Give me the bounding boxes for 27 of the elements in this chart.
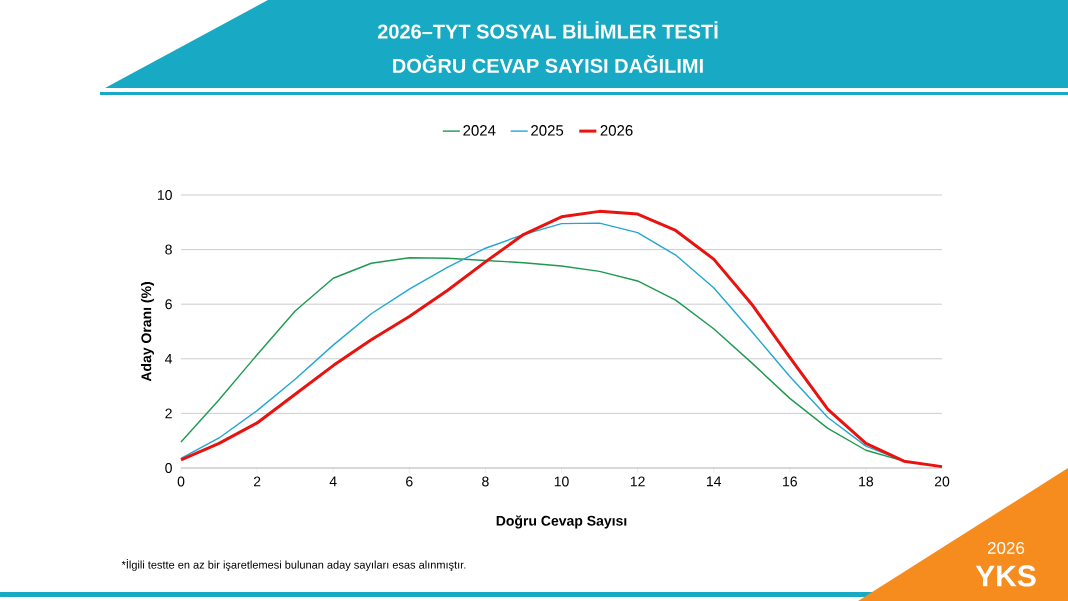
y-tick-label: 8 [165,244,172,255]
legend-label: 2025 [531,125,564,136]
y-axis-title: Aday Oranı (%) [140,282,155,382]
x-tick-label: 4 [329,476,337,487]
text: YKS [975,565,1036,587]
x-tick-label: 12 [630,476,645,487]
text: 2026 [987,541,1025,555]
x-tick-label: 2 [253,476,261,487]
legend-label: 2024 [463,125,496,136]
y-tick-label: 4 [165,353,173,364]
y-tick-label: 0 [165,463,172,473]
x-tick-label: 6 [406,476,413,487]
x-tick-label: 20 [934,476,950,487]
x-tick-label: 14 [706,476,722,487]
x-tick-label: 10 [554,476,569,487]
x-tick-label: 0 [177,476,185,487]
y-tick-label: 6 [165,299,172,310]
x-axis-title: Doğru Cevap Sayısı [496,515,627,529]
y-tick-label: 10 [157,190,172,200]
x-tick-label: 18 [859,476,874,487]
legend-label: 2026 [600,125,633,136]
text: *İlgili testte en az bir işaretlemesi bulunan aday sayıları esas alınmıştır. [121,559,466,571]
x-tick-label: 16 [783,476,797,487]
x-tick-label: 8 [482,476,489,487]
chart-title: 2026–TYT SOSYAL BİLİMLER TESTİ [377,21,718,39]
chart-subtitle: DOĞRU CEVAP SAYISI DAĞILIMI [393,55,703,73]
y-tick-label: 2 [165,408,172,419]
